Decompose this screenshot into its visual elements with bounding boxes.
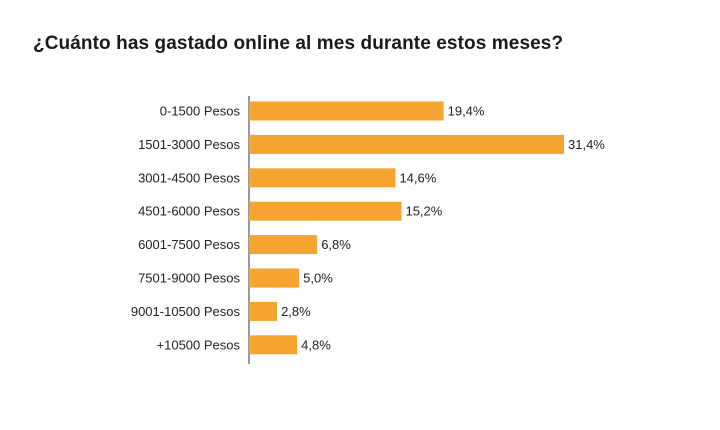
category-label: 7501-9000 Pesos <box>138 271 240 286</box>
bar <box>249 301 278 321</box>
category-label: 1501-3000 Pesos <box>138 137 240 152</box>
value-label: 4,8% <box>301 337 331 352</box>
category-label: +10500 Pesos <box>157 337 241 352</box>
chart-title: ¿Cuánto has gastado online al mes durant… <box>33 33 564 54</box>
bar <box>249 168 396 188</box>
value-label: 19,4% <box>448 104 485 119</box>
bar <box>249 201 402 221</box>
value-label: 2,8% <box>281 304 311 319</box>
bar <box>249 101 444 121</box>
category-label: 6001-7500 Pesos <box>138 237 240 252</box>
bar <box>249 235 318 255</box>
bars-layer: 0-1500 Pesos 19,4% 1501-3000 Pesos 31,4% 300… <box>131 101 605 355</box>
category-label: 0-1500 Pesos <box>160 104 241 119</box>
value-label: 5,0% <box>303 271 333 286</box>
value-label: 31,4% <box>568 137 605 152</box>
category-label: 3001-4500 Pesos <box>138 170 240 185</box>
value-label: 6,8% <box>321 237 351 252</box>
bar <box>249 268 300 288</box>
category-label: 9001-10500 Pesos <box>131 304 241 319</box>
category-label: 4501-6000 Pesos <box>138 204 240 219</box>
bar <box>249 134 564 154</box>
value-label: 14,6% <box>399 170 436 185</box>
bar <box>249 335 298 355</box>
value-label: 15,2% <box>405 204 442 219</box>
